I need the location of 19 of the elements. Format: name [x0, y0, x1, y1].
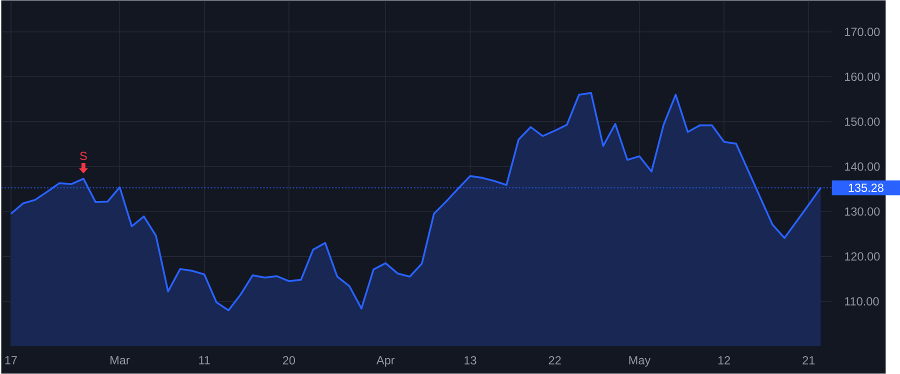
- y-tick-label: 170.00: [845, 28, 880, 36]
- x-tick-label: 22: [548, 356, 561, 364]
- y-tick-label: 150.00: [845, 118, 880, 126]
- x-tick-label: 17: [5, 356, 17, 364]
- x-tick-label: 21: [802, 356, 815, 364]
- x-tick-label: Mar: [110, 356, 130, 364]
- y-tick-label: 120.00: [845, 252, 880, 261]
- annotation: S: [80, 152, 87, 160]
- ref-line-label: 135.28: [848, 184, 884, 192]
- x-tick-label: 13: [464, 356, 476, 365]
- x-tick-label: 12: [718, 356, 730, 364]
- y-tick-label: 130.00: [845, 207, 880, 216]
- x-tick-label: May: [629, 356, 651, 367]
- y-tick-label: 110.00: [845, 297, 879, 306]
- x-tick-label: 11: [199, 356, 210, 364]
- x-tick-label: 20: [282, 356, 296, 365]
- x-tick-label: Apr: [376, 356, 395, 367]
- y-tick-label: 140.00: [845, 162, 880, 171]
- y-tick-label: 160.00: [845, 72, 880, 82]
